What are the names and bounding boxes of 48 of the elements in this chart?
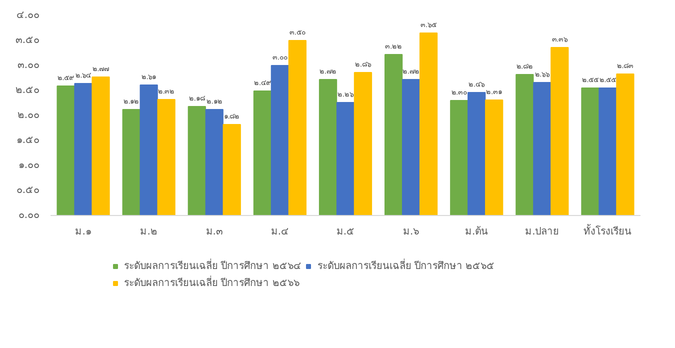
bar: [56, 86, 75, 216]
bar: [485, 100, 504, 216]
x-tick-label: ทั้งโรงเรียน: [584, 224, 632, 238]
bar: [336, 102, 355, 216]
bar: [516, 74, 534, 216]
bar: [384, 54, 403, 216]
x-tick-label: ม.๖: [402, 226, 420, 238]
x-tick-label: ม.๒: [140, 226, 158, 238]
bar: [533, 82, 552, 216]
legend-label: ระดับผลการเรียนเฉลี่ย ปีการศึกษา ๒๕๖๔: [124, 258, 302, 273]
y-tick-label: ๒.๕๐: [15, 85, 40, 96]
x-tick-label: ม.ปลาย: [525, 226, 560, 238]
x-tick-label: ม.๕: [336, 226, 355, 238]
bar: [92, 76, 110, 216]
y-tick-label: ๐.๐๐: [18, 210, 40, 221]
bar: [616, 74, 634, 216]
bar: [270, 65, 290, 216]
bar: [419, 32, 438, 216]
bar: [598, 88, 617, 216]
bar: [354, 72, 372, 216]
bar: [188, 106, 206, 216]
y-tick-label: ๐.๕๐: [16, 185, 40, 196]
y-tick-label: ๓.๕๐: [15, 35, 40, 46]
x-tick-label: ม.๔: [270, 226, 290, 238]
x-tick-label: ม.ต้น: [465, 226, 488, 238]
bar: [122, 109, 140, 216]
bar: [222, 124, 241, 216]
bar: [140, 84, 158, 216]
x-tick-label: ม.๑: [75, 226, 92, 238]
legend-label: ระดับผลการเรียนเฉลี่ย ปีการศึกษา ๒๕๖๕: [317, 258, 495, 273]
bar: [318, 79, 338, 216]
y-tick-label: ๑.๐๐: [18, 160, 40, 171]
bar: [468, 92, 486, 216]
bar: [74, 83, 92, 216]
bar: [253, 90, 272, 216]
bar: [581, 88, 600, 216]
bar: [288, 40, 306, 216]
bar: [157, 99, 176, 216]
bar: [402, 79, 420, 216]
y-tick-label: ๒.๐๐: [17, 110, 40, 121]
y-tick-label: ๓.๐๐: [17, 60, 40, 71]
bar: [550, 47, 569, 216]
bar: [450, 100, 468, 216]
x-tick-label: ม.๓: [206, 226, 223, 238]
bar: [205, 109, 224, 216]
legend-label: ระดับผลการเรียนเฉลี่ย ปีการศึกษา ๒๕๖๖: [124, 275, 300, 290]
y-tick-label: ๑.๕๐: [16, 135, 40, 146]
y-tick-label: ๔.๐๐: [16, 10, 40, 21]
